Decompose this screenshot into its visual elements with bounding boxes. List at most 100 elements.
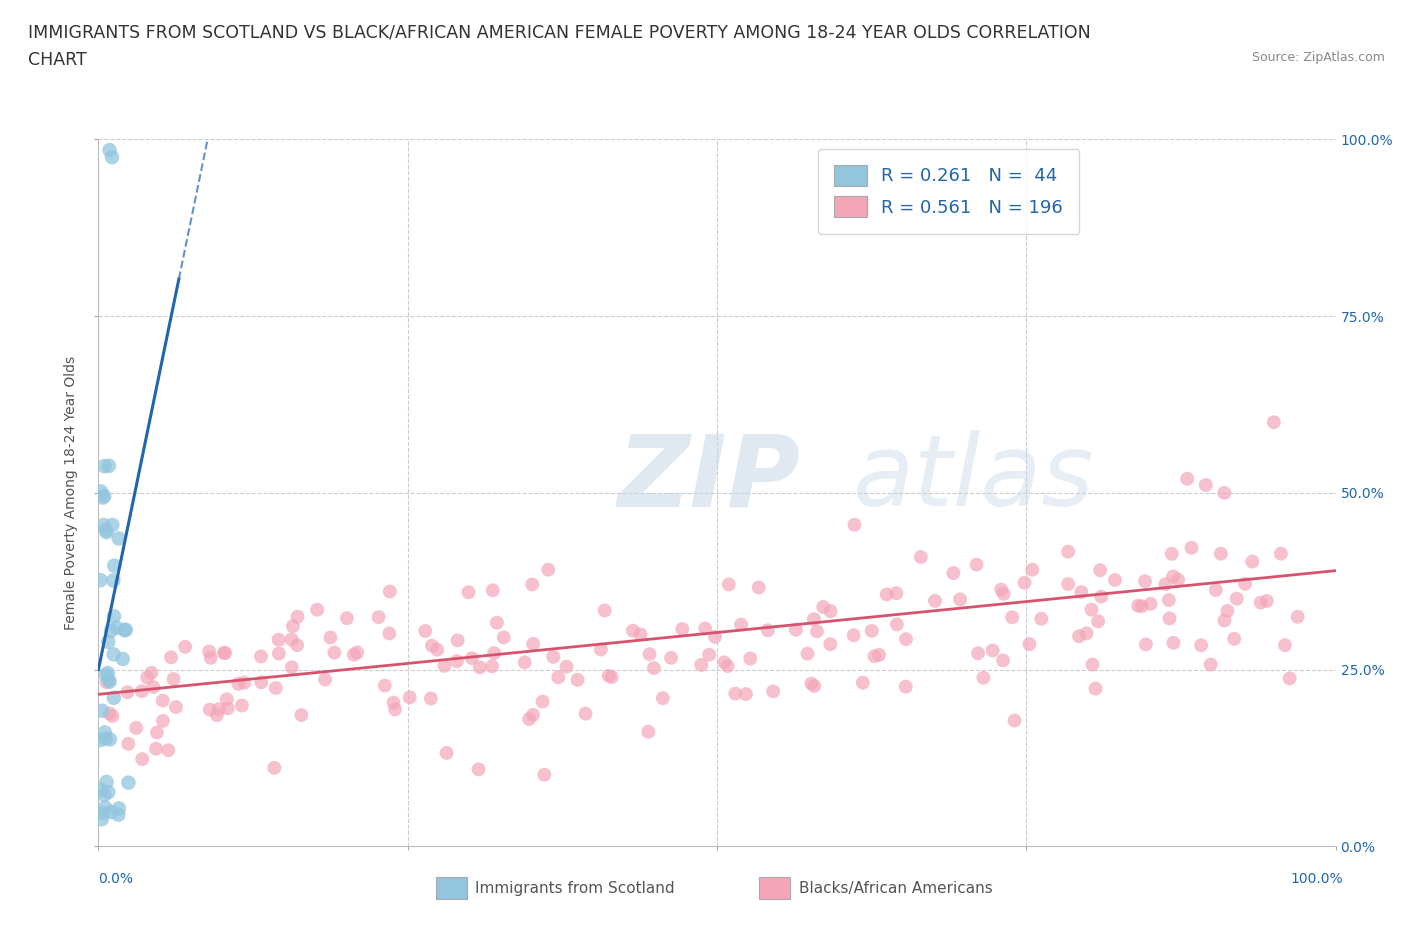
Point: [1081, 658, 1104, 672]
Point: [131, 751, 153, 766]
Point: [796, 646, 818, 661]
Point: [231, 698, 253, 713]
Point: [638, 646, 661, 661]
Point: [117, 684, 139, 699]
Point: [820, 604, 842, 618]
Point: [522, 708, 544, 723]
Point: [94, 668, 117, 683]
Point: [436, 746, 458, 761]
Point: [142, 680, 165, 695]
Point: [716, 658, 738, 673]
Point: [165, 699, 187, 714]
Point: [1088, 563, 1111, 578]
Point: [533, 767, 555, 782]
Point: [446, 654, 468, 669]
Legend: R = 0.261   N =  44, R = 0.561   N = 196: R = 0.261 N = 44, R = 0.561 N = 196: [818, 149, 1080, 233]
Point: [468, 660, 491, 675]
Point: [461, 651, 484, 666]
Point: [800, 676, 823, 691]
Point: [1167, 572, 1189, 587]
Point: [1234, 577, 1257, 591]
Point: [531, 694, 554, 709]
Point: [343, 647, 366, 662]
Point: [97, 458, 120, 473]
Point: [1250, 595, 1272, 610]
Point: [267, 646, 290, 661]
Point: [280, 632, 302, 647]
Point: [290, 708, 312, 723]
Point: [1076, 626, 1098, 641]
Text: 0.0%: 0.0%: [98, 872, 134, 886]
Point: [910, 550, 932, 565]
Point: [651, 691, 673, 706]
Point: [420, 638, 443, 653]
Point: [621, 623, 644, 638]
Point: [637, 724, 659, 739]
Point: [886, 617, 908, 631]
Point: [90, 484, 112, 498]
Point: [863, 649, 886, 664]
Point: [1213, 613, 1236, 628]
Point: [114, 623, 136, 638]
Point: [991, 653, 1014, 668]
Point: [1163, 635, 1185, 650]
Point: [314, 672, 336, 687]
Point: [1180, 540, 1202, 555]
Point: [107, 807, 129, 822]
Point: [522, 636, 544, 651]
Point: [145, 741, 167, 756]
Point: [398, 690, 420, 705]
Point: [981, 643, 1004, 658]
Point: [323, 645, 346, 660]
Point: [208, 702, 231, 717]
Point: [659, 650, 682, 665]
Point: [972, 671, 994, 685]
Point: [1226, 591, 1249, 606]
Point: [212, 645, 235, 660]
Point: [105, 620, 128, 635]
Point: [420, 691, 443, 706]
Point: [730, 618, 752, 632]
Point: [280, 659, 302, 674]
Point: [695, 621, 717, 636]
Point: [93, 458, 115, 473]
Point: [136, 670, 159, 684]
Point: [91, 490, 114, 505]
Point: [1130, 599, 1153, 614]
Point: [98, 706, 121, 721]
Point: [600, 670, 623, 684]
Point: [690, 658, 713, 672]
Point: [735, 686, 758, 701]
Point: [593, 603, 616, 618]
Point: [806, 624, 828, 639]
Point: [346, 645, 368, 660]
Point: [198, 702, 221, 717]
Point: [1256, 593, 1278, 608]
Point: [1241, 554, 1264, 569]
Point: [205, 708, 228, 723]
Point: [307, 603, 329, 618]
Point: [717, 577, 740, 591]
Point: [264, 681, 287, 696]
Point: [740, 651, 762, 666]
Point: [543, 649, 565, 664]
Point: [517, 711, 540, 726]
Point: [108, 801, 131, 816]
Point: [217, 701, 239, 716]
Point: [1128, 598, 1150, 613]
Point: [1286, 609, 1309, 624]
Point: [1021, 563, 1043, 578]
Point: [98, 142, 121, 157]
Point: [894, 631, 917, 646]
Text: IMMIGRANTS FROM SCOTLAND VS BLACK/AFRICAN AMERICAN FEMALE POVERTY AMONG 18-24 YE: IMMIGRANTS FROM SCOTLAND VS BLACK/AFRICA…: [28, 23, 1091, 41]
Point: [574, 706, 596, 721]
Point: [547, 670, 569, 684]
Point: [492, 630, 515, 644]
Point: [117, 776, 139, 790]
Point: [97, 672, 120, 687]
Point: [114, 622, 136, 637]
Point: [724, 686, 747, 701]
Point: [886, 586, 908, 601]
Point: [100, 623, 122, 638]
Point: [1270, 546, 1292, 561]
